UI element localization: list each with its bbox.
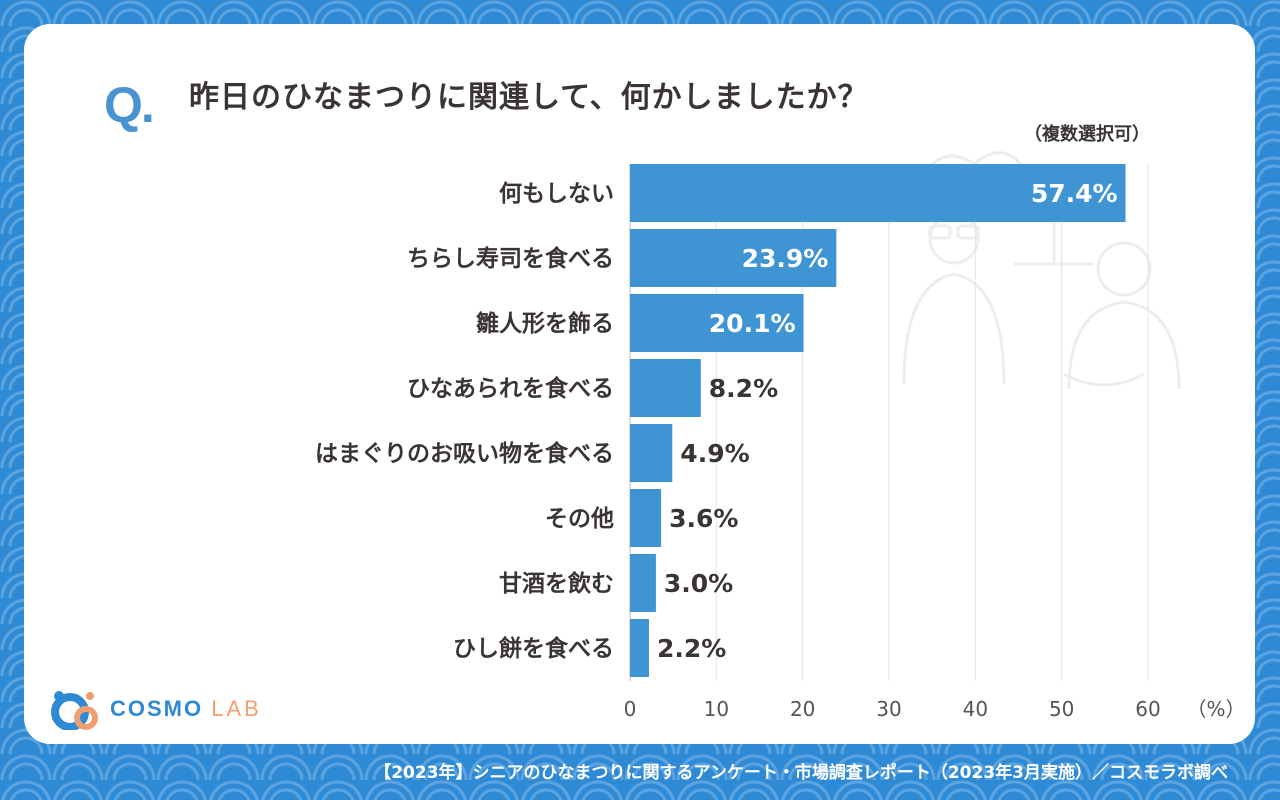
category-label: ひなあられを食べる xyxy=(407,375,614,402)
cosmo-lab-logo: COSMO LAB xyxy=(50,688,262,730)
value-label: 20.1% xyxy=(709,309,796,338)
x-tick-label: 10 xyxy=(704,697,729,721)
cosmo-lab-logo-icon xyxy=(51,691,98,730)
bar xyxy=(630,359,701,417)
seniors-illustration-icon xyxy=(902,151,1181,390)
x-tick-label: 60 xyxy=(1135,697,1160,721)
value-label: 2.2% xyxy=(657,634,726,663)
logo-text-cosmo: COSMO xyxy=(110,696,204,721)
bar xyxy=(630,294,804,352)
category-label: はまぐりのお吸い物を食べる xyxy=(315,440,614,467)
x-tick-label: 20 xyxy=(790,697,815,721)
bar xyxy=(630,619,649,677)
value-label: 8.2% xyxy=(709,374,778,403)
question-mark: Q. xyxy=(104,77,155,133)
value-label: 23.9% xyxy=(742,244,829,273)
bar xyxy=(630,554,656,612)
x-tick-label: 30 xyxy=(876,697,901,721)
value-label: 4.9% xyxy=(680,439,749,468)
bar xyxy=(630,424,673,482)
logo-text-lab: LAB xyxy=(211,696,262,721)
x-tick-label: 40 xyxy=(963,697,988,721)
source-footer: 【2023年】シニアのひなまつりに関するアンケート・市場調査レポート（2023年… xyxy=(374,763,1228,783)
category-label: その他 xyxy=(545,506,614,532)
value-label: 3.6% xyxy=(669,504,738,533)
x-tick-label: 0 xyxy=(624,697,637,721)
category-label: ひし餅を食べる xyxy=(453,635,614,662)
multiple-choice-note: （複数選択可） xyxy=(1024,124,1150,145)
bar-chart: 何もしない 57.4% ちらし寿司を食べる 23.9% 雛人形を飾る 20.1% ひなあられ… xyxy=(315,164,1246,721)
bar xyxy=(630,164,1126,222)
logo-text: COSMO LAB xyxy=(110,696,262,722)
chart-card: Q. 昨日のひなまつりに関連して、何かしましたか？ （複数選択可） 何もしない 5… xyxy=(24,24,1255,744)
category-label: 雛人形を飾る xyxy=(476,310,614,337)
category-label: 何もしない xyxy=(499,181,614,207)
bar xyxy=(630,229,837,287)
value-label: 3.0% xyxy=(664,569,733,598)
x-axis-unit-label: （%） xyxy=(1186,697,1245,721)
x-tick-label: 50 xyxy=(1049,697,1074,721)
bar xyxy=(630,489,662,547)
value-label: 57.4% xyxy=(1031,179,1118,208)
category-label: ちらし寿司を食べる xyxy=(407,245,614,272)
chart-title: 昨日のひなまつりに関連して、何かしましたか？ xyxy=(189,80,869,115)
category-label: 甘酒を飲む xyxy=(499,570,614,597)
